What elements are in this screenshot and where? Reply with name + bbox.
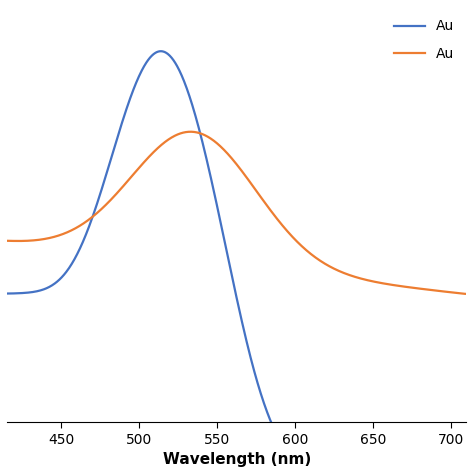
Au   xyxy=(188,129,193,135)
Au   xyxy=(464,291,469,297)
Legend: Au, Au: Au, Au xyxy=(388,14,459,67)
Au   xyxy=(51,234,57,240)
Au   xyxy=(191,129,196,135)
Au   xyxy=(4,238,10,244)
Au   xyxy=(320,260,326,265)
Line: Au  : Au xyxy=(7,132,466,294)
Au   xyxy=(191,105,196,111)
Au   xyxy=(51,281,57,287)
X-axis label: Wavelength (nm): Wavelength (nm) xyxy=(163,452,311,467)
Au   xyxy=(158,48,164,54)
Line: Au  : Au xyxy=(7,51,466,474)
Au   xyxy=(207,135,213,141)
Au   xyxy=(363,277,368,283)
Au   xyxy=(371,279,377,284)
Au   xyxy=(207,170,213,176)
Au   xyxy=(4,291,10,296)
